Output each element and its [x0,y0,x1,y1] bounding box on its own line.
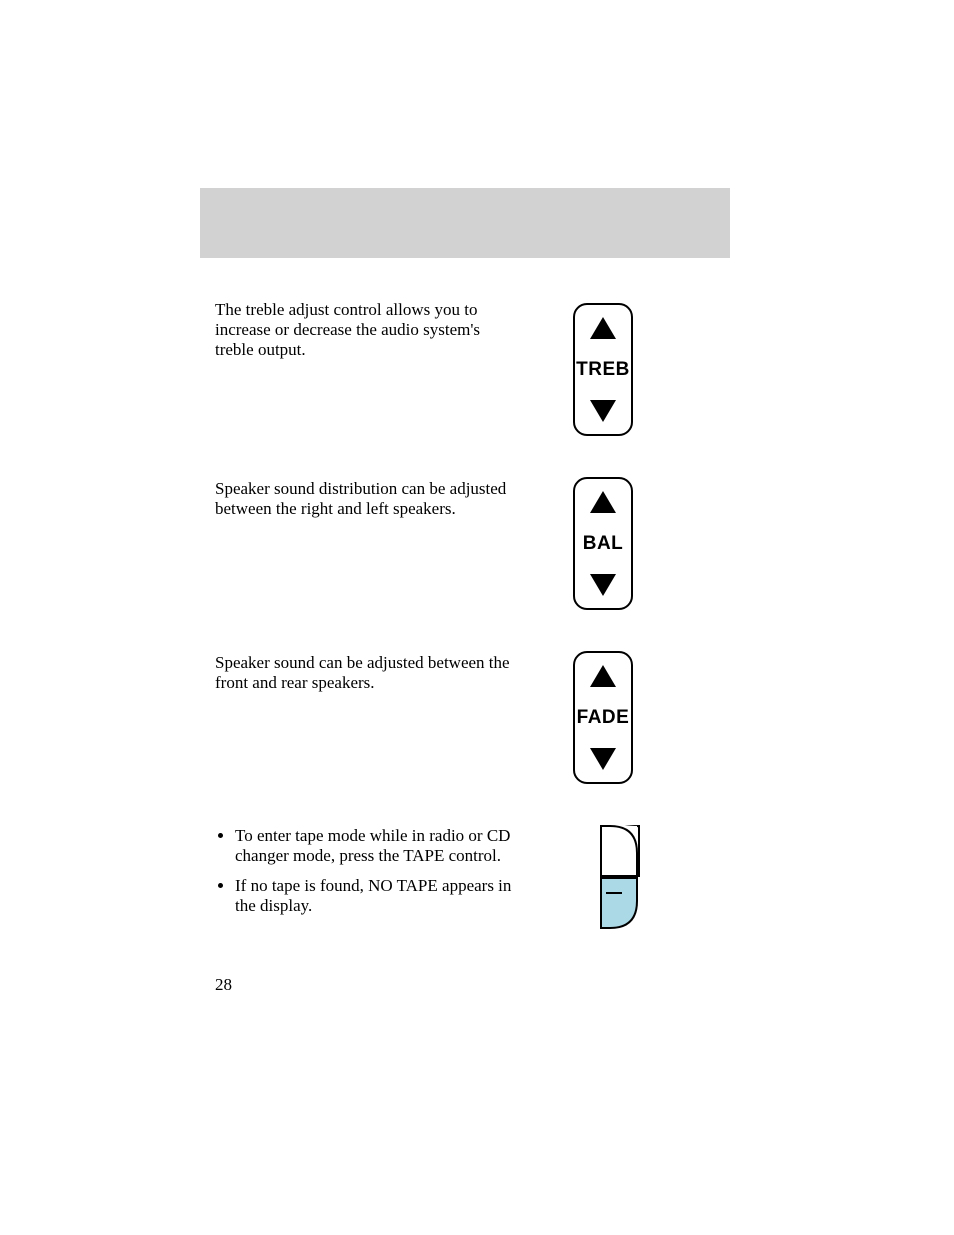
triangle-up-icon [590,665,616,687]
triangle-down-icon [590,400,616,422]
page-number: 28 [215,975,232,995]
balance-paragraph: Speaker sound distribution can be adjust… [215,479,520,519]
tape-list-item: To enter tape mode while in radio or CD … [235,826,525,866]
treble-control-label: TREB [576,359,630,381]
balance-control-label: BAL [583,533,624,555]
tape-list: To enter tape mode while in radio or CD … [215,826,525,926]
triangle-down-icon [590,748,616,770]
treble-paragraph: The treble adjust control allows you to … [215,300,520,360]
page: The treble adjust control allows you to … [0,0,954,1235]
tape-icon [600,825,640,936]
tape-list-item: If no tape is found, NO TAPE appears in … [235,876,525,916]
fade-control-label: FADE [577,707,630,729]
triangle-up-icon [590,317,616,339]
triangle-up-icon [590,491,616,513]
triangle-down-icon [590,574,616,596]
balance-control: BAL [573,477,633,610]
fade-paragraph: Speaker sound can be adjusted between th… [215,653,520,693]
treble-control: TREB [573,303,633,436]
fade-control: FADE [573,651,633,784]
header-band [200,188,730,258]
